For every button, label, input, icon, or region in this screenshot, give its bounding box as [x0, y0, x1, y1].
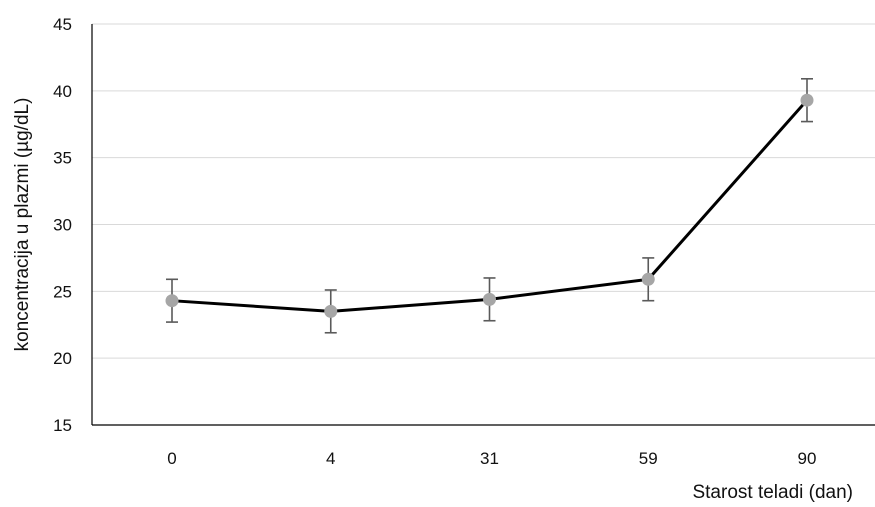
gridlines [92, 23, 875, 359]
y-axis-title: koncentracija u plazmi (µg/dL) [12, 98, 33, 352]
x-tick-label: 4 [326, 449, 335, 468]
data-point [483, 292, 496, 306]
data-point [800, 93, 814, 107]
y-tick-label: 20 [53, 349, 72, 368]
x-tick-label: 59 [639, 449, 658, 468]
data-point [324, 304, 338, 318]
y-tick-label: 30 [53, 216, 72, 235]
data-markers [165, 93, 814, 318]
x-axis-title: Starost teladi (dan) [692, 482, 853, 503]
y-tick-label: 45 [53, 15, 72, 34]
y-tick-label: 40 [53, 82, 72, 101]
x-tick-labels: 0 4 31 59 90 [167, 449, 816, 468]
data-point [165, 294, 179, 308]
y-tick-label: 15 [53, 416, 72, 435]
x-tick-label: 90 [798, 449, 817, 468]
x-tick-label: 31 [480, 449, 499, 468]
data-point [641, 272, 655, 286]
y-tick-labels: 15 20 25 30 35 40 45 [53, 15, 72, 435]
y-tick-label: 25 [53, 282, 72, 301]
x-tick-label: 0 [167, 449, 176, 468]
y-tick-label: 35 [53, 149, 72, 168]
